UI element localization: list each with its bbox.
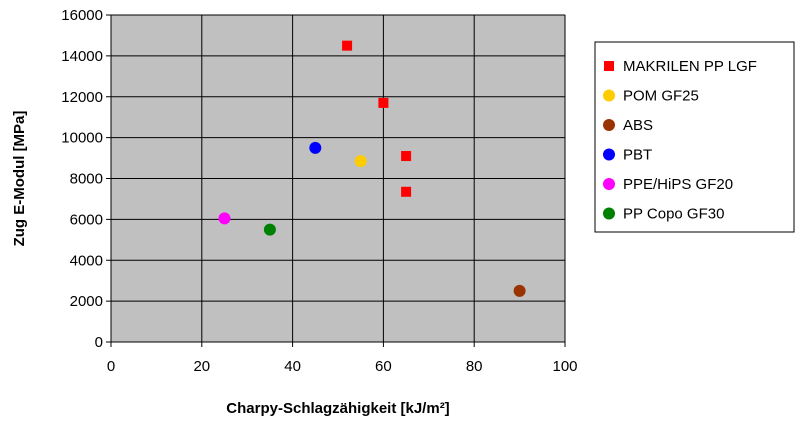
y-axis-title: Zug E-Modul [MPa] (11, 111, 28, 247)
y-tick-label: 10000 (61, 130, 103, 147)
y-axis-ticks: 0 2000 4000 6000 8000 10000 12000 14000 16000 (61, 7, 103, 351)
legend-entry: PPE/HiPS GF20 (603, 176, 733, 193)
data-point-circle (354, 155, 367, 168)
legend-label: PPE/HiPS GF20 (623, 176, 733, 193)
x-tick-label: 60 (375, 358, 392, 375)
data-point-square (401, 151, 412, 162)
legend-swatch-circle (603, 178, 615, 190)
x-axis-ticks: 0 20 40 60 80 100 (107, 358, 578, 375)
legend-swatch-square (604, 61, 614, 71)
data-point-circle (263, 223, 276, 236)
data-point-circle (218, 212, 231, 225)
legend-label: PBT (623, 147, 652, 164)
y-tick-label: 16000 (61, 7, 103, 24)
y-tick-label: 0 (95, 334, 103, 351)
y-tick-label: 6000 (70, 211, 103, 228)
x-tick-label: 100 (552, 358, 577, 375)
legend-box (594, 41, 795, 233)
legend-swatch-circle (603, 207, 615, 220)
x-tick-label: 0 (107, 358, 115, 375)
gridlines (106, 14, 566, 347)
legend-swatch-circle (603, 89, 615, 102)
data-point-square (378, 97, 389, 108)
data-point-square (342, 40, 353, 51)
y-tick-label: 4000 (70, 252, 103, 269)
legend-label: ABS (623, 117, 653, 134)
legend-entry: PBT (603, 147, 652, 164)
legend-label: MAKRILEN PP LGF (623, 58, 757, 75)
x-axis-title: Charpy-Schlagzähigkeit [kJ/m²] (226, 400, 449, 417)
y-tick-label: 8000 (70, 171, 103, 188)
data-point-circle (309, 141, 322, 154)
data-points (218, 40, 526, 297)
y-tick-label: 12000 (61, 89, 103, 106)
legend-entry: MAKRILEN PP LGF (604, 58, 757, 75)
x-tick-label: 80 (466, 358, 483, 375)
data-point-square (401, 186, 412, 197)
y-tick-label: 2000 (70, 293, 103, 310)
x-tick-label: 40 (284, 358, 301, 375)
legend-label: POM GF25 (623, 88, 699, 105)
data-point-circle (513, 284, 526, 297)
legend: MAKRILEN PP LGF POM GF25 ABS PBT PPE/HiPS GF… (594, 41, 795, 233)
legend-entry: ABS (603, 117, 653, 134)
legend-entry: POM GF25 (603, 88, 699, 105)
legend-label: PP Copo GF30 (623, 206, 724, 223)
y-tick-label: 14000 (61, 48, 103, 65)
x-tick-label: 20 (193, 358, 210, 375)
legend-entry: PP Copo GF30 (603, 206, 724, 223)
legend-swatch-circle (603, 119, 615, 131)
legend-swatch-circle (603, 148, 615, 161)
